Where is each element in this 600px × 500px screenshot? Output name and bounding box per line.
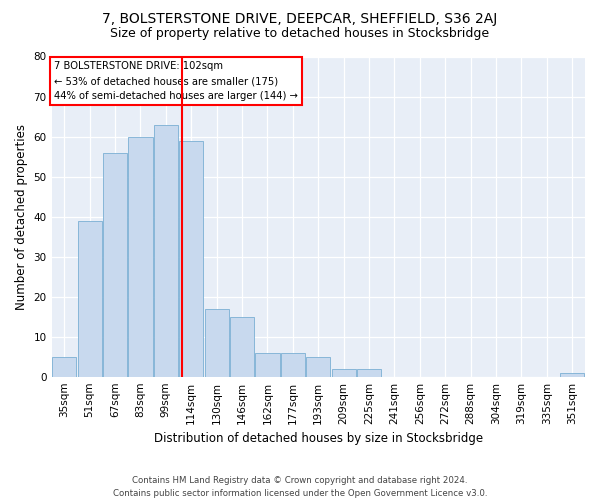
Text: 7, BOLSTERSTONE DRIVE, DEEPCAR, SHEFFIELD, S36 2AJ: 7, BOLSTERSTONE DRIVE, DEEPCAR, SHEFFIEL… [103, 12, 497, 26]
Bar [281, 352, 305, 376]
Bar [256, 352, 280, 376]
Bar [128, 136, 152, 376]
Bar [230, 316, 254, 376]
Text: Contains HM Land Registry data © Crown copyright and database right 2024.
Contai: Contains HM Land Registry data © Crown c… [113, 476, 487, 498]
Bar [332, 368, 356, 376]
Bar [179, 140, 203, 376]
Text: 7 BOLSTERSTONE DRIVE: 102sqm
← 53% of detached houses are smaller (175)
44% of s: 7 BOLSTERSTONE DRIVE: 102sqm ← 53% of de… [54, 62, 298, 101]
Bar [205, 308, 229, 376]
Bar [560, 372, 584, 376]
Y-axis label: Number of detached properties: Number of detached properties [15, 124, 28, 310]
Bar [103, 152, 127, 376]
Bar [306, 356, 331, 376]
Text: Size of property relative to detached houses in Stocksbridge: Size of property relative to detached ho… [110, 28, 490, 40]
Bar [52, 356, 76, 376]
Bar [357, 368, 381, 376]
Bar [77, 220, 102, 376]
X-axis label: Distribution of detached houses by size in Stocksbridge: Distribution of detached houses by size … [154, 432, 483, 445]
Bar [154, 124, 178, 376]
